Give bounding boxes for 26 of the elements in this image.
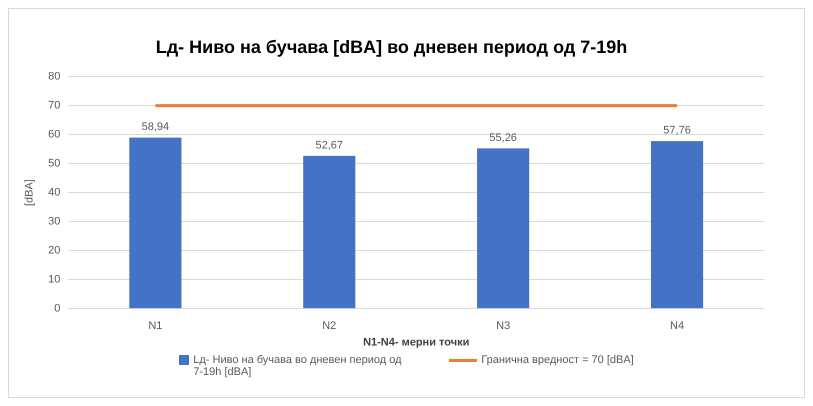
bar: [129, 138, 182, 308]
data-label: 57,76: [663, 124, 691, 137]
x-tick-label: N3: [496, 320, 510, 332]
bar: [477, 148, 530, 308]
x-axis-title: N1-N4- мерни точки: [363, 336, 470, 348]
y-tick-label: 0: [54, 302, 60, 315]
x-tick-label: N4: [670, 320, 684, 332]
y-tick-label: 30: [48, 216, 60, 228]
y-tick-label: 20: [48, 244, 60, 257]
y-axis-title: [dBA]: [24, 179, 36, 206]
x-tick-label: N2: [322, 320, 336, 332]
chart-title: Lд- Ниво на бучава [dBA] во дневен период од 7-19h: [156, 36, 628, 57]
y-tick-label: 40: [48, 186, 60, 199]
x-tick-label: N1: [148, 320, 162, 332]
legend-label: Lд- Ниво на бучава во дневен период од 7-19h [dBA]: [193, 354, 402, 378]
y-tick-label: 70: [48, 100, 60, 112]
data-label: 55,26: [489, 132, 517, 144]
data-label: 52,67: [316, 139, 344, 152]
bar: [650, 141, 704, 308]
data-label: 58,94: [142, 121, 170, 134]
y-tick-label: 60: [48, 128, 60, 141]
legend-label: Гранична вредност = 70 [dBA]: [481, 354, 634, 366]
y-tick-label: 50: [48, 158, 60, 170]
y-tick-label: 10: [48, 274, 60, 286]
bar: [303, 156, 356, 308]
y-tick-label: 80: [48, 70, 60, 83]
